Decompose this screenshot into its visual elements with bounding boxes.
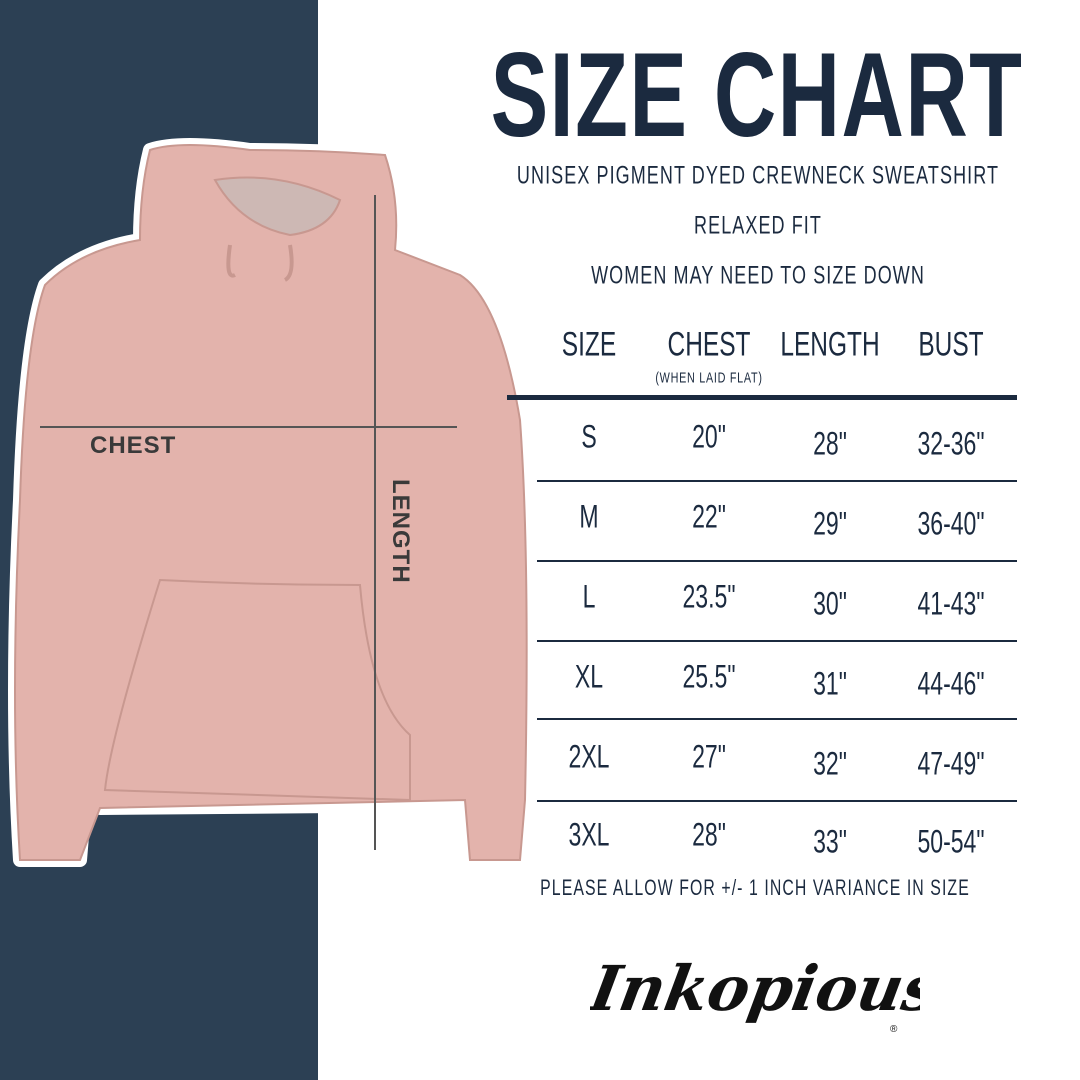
row-divider bbox=[537, 800, 1017, 802]
header-bust: BUST bbox=[918, 325, 984, 364]
cell-chest: 25.5" bbox=[682, 658, 736, 695]
cell-size: M bbox=[579, 498, 599, 535]
header-chest: CHEST bbox=[667, 325, 751, 364]
page-title: SIZE CHART bbox=[490, 28, 1024, 162]
cell-bust: 47-49" bbox=[917, 745, 985, 782]
cell-length: 29" bbox=[813, 505, 847, 542]
svg-text:Inkopious: Inkopious bbox=[590, 951, 920, 1024]
row-divider bbox=[537, 718, 1017, 720]
cell-bust: 36-40" bbox=[917, 505, 985, 542]
cell-chest: 20" bbox=[692, 418, 726, 455]
row-divider bbox=[537, 480, 1017, 482]
cell-size: S bbox=[581, 418, 597, 455]
cell-size: XL bbox=[574, 658, 604, 695]
row-divider bbox=[537, 560, 1017, 562]
cell-length: 33" bbox=[813, 823, 847, 860]
header-length: LENGTH bbox=[780, 325, 880, 364]
hoodie-image bbox=[8, 138, 534, 867]
variance-note: PLEASE ALLOW FOR +/- 1 INCH VARIANCE IN … bbox=[540, 875, 970, 900]
cell-bust: 44-46" bbox=[917, 665, 985, 702]
chest-note: (WHEN LAID FLAT) bbox=[655, 369, 763, 387]
header-divider bbox=[507, 395, 1017, 400]
length-label: LENGTH bbox=[387, 479, 414, 584]
cell-length: 28" bbox=[813, 425, 847, 462]
fit-note: RELAXED FIT bbox=[694, 211, 822, 240]
cell-chest: 22" bbox=[692, 498, 726, 535]
product-name: UNISEX PIGMENT DYED CREWNECK SWEATSHIRT bbox=[516, 161, 1000, 190]
svg-text:®: ® bbox=[890, 1024, 898, 1035]
inkopious-logo: Inkopious ® bbox=[590, 951, 920, 1035]
cell-length: 30" bbox=[813, 585, 847, 622]
cell-chest: 27" bbox=[692, 738, 726, 775]
cell-size: 3XL bbox=[568, 816, 610, 853]
cell-chest: 23.5" bbox=[682, 578, 736, 615]
cell-bust: 50-54" bbox=[917, 823, 985, 860]
cell-size: 2XL bbox=[568, 738, 610, 775]
chest-label: CHEST bbox=[90, 432, 177, 459]
cell-chest: 28" bbox=[692, 816, 726, 853]
cell-size: L bbox=[582, 578, 596, 615]
row-divider bbox=[537, 640, 1017, 642]
header-size: SIZE bbox=[561, 325, 617, 364]
sizing-advice: WOMEN MAY NEED TO SIZE DOWN bbox=[591, 261, 925, 290]
cell-bust: 32-36" bbox=[917, 425, 985, 462]
cell-length: 32" bbox=[813, 745, 847, 782]
cell-length: 31" bbox=[813, 665, 847, 702]
cell-bust: 41-43" bbox=[917, 585, 985, 622]
